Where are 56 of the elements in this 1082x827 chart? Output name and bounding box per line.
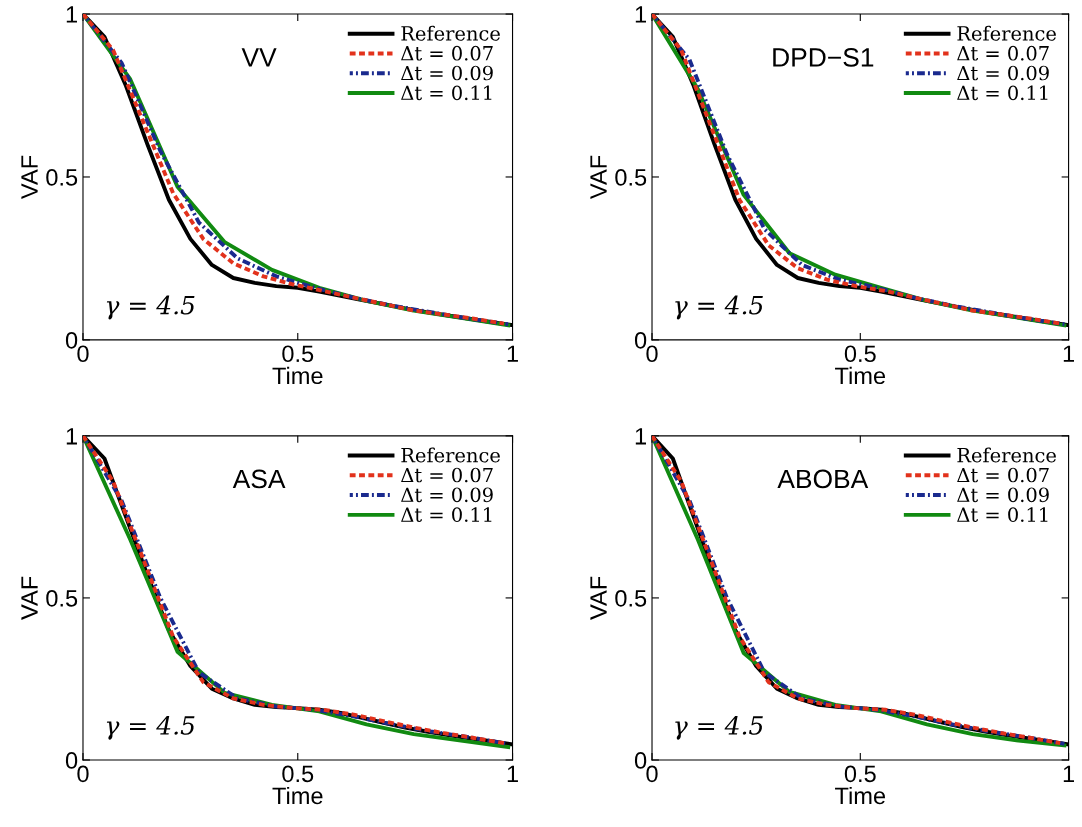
y-tick-label: 0.5	[46, 589, 78, 607]
y-axis-title: VAF	[21, 155, 38, 199]
legend-label: Reference	[401, 447, 500, 463]
y-tick-label: 0	[634, 752, 647, 769]
x-tick-label: 0.5	[844, 345, 876, 363]
legend-label: Δt = 0.11	[957, 85, 1048, 101]
y-tick-label: 1	[66, 6, 77, 23]
y-axis-title: VAF	[590, 576, 607, 620]
legend-label: Δt = 0.09	[401, 65, 493, 81]
legend-label: Δt = 0.09	[957, 487, 1049, 503]
legend-label: Δt = 0.11	[401, 85, 492, 101]
y-axis-title: VAF	[590, 155, 607, 199]
legend-label: Reference	[957, 25, 1056, 41]
legend-label: Reference	[401, 25, 500, 41]
text: ASA	[232, 469, 286, 489]
x-tick-label: 0	[77, 345, 89, 363]
legend-label: Reference	[957, 447, 1056, 463]
x-axis-title: Time	[272, 786, 323, 805]
legend-label: Δt = 0.09	[401, 487, 493, 503]
y-tick-label: 1	[66, 428, 77, 445]
y-tick-label: 1	[635, 6, 646, 23]
x-tick-label: 0	[646, 345, 658, 363]
x-tick-label: 1	[1063, 345, 1074, 362]
annotation: γ = 4.5	[675, 715, 763, 740]
x-tick-label: 0.5	[282, 765, 314, 783]
annotation: γ = 4.5	[675, 295, 763, 320]
x-tick-label: 0.5	[844, 765, 876, 783]
x-axis-title: Time	[835, 786, 886, 805]
legend-label: Δt = 0.07	[957, 467, 1049, 483]
annotation: γ = 4.5	[106, 295, 195, 320]
legend-label: Δt = 0.09	[957, 65, 1049, 81]
x-tick-label: 0	[646, 765, 658, 783]
legend-label: Δt = 0.07	[957, 45, 1049, 61]
y-tick-label: 0	[634, 331, 647, 349]
y-tick-label: 0	[65, 331, 78, 349]
text: VV	[241, 48, 277, 67]
y-tick-label: 1	[635, 428, 646, 445]
text: DPD−S1	[773, 48, 874, 67]
legend-label: Δt = 0.07	[401, 467, 493, 483]
x-tick-label: 0.5	[282, 345, 314, 363]
legend-label: Δt = 0.11	[401, 507, 492, 522]
annotation: γ = 4.5	[106, 715, 195, 740]
y-tick-label: 0.5	[615, 589, 647, 607]
x-tick-label: 1	[507, 765, 518, 782]
y-tick-label: 0.5	[46, 169, 78, 186]
x-tick-label: 1	[1063, 765, 1074, 782]
x-axis-title: Time	[835, 366, 886, 385]
y-tick-label: 0.5	[615, 169, 647, 186]
x-axis-title: Time	[272, 366, 323, 385]
legend-label: Δt = 0.07	[401, 45, 493, 61]
text: ABOBA	[777, 469, 869, 489]
y-tick-label: 0	[65, 752, 78, 769]
x-tick-label: 0	[77, 765, 89, 783]
legend-label: Δt = 0.11	[957, 507, 1048, 522]
x-tick-label: 1	[507, 345, 518, 362]
y-axis-title: VAF	[21, 576, 38, 620]
